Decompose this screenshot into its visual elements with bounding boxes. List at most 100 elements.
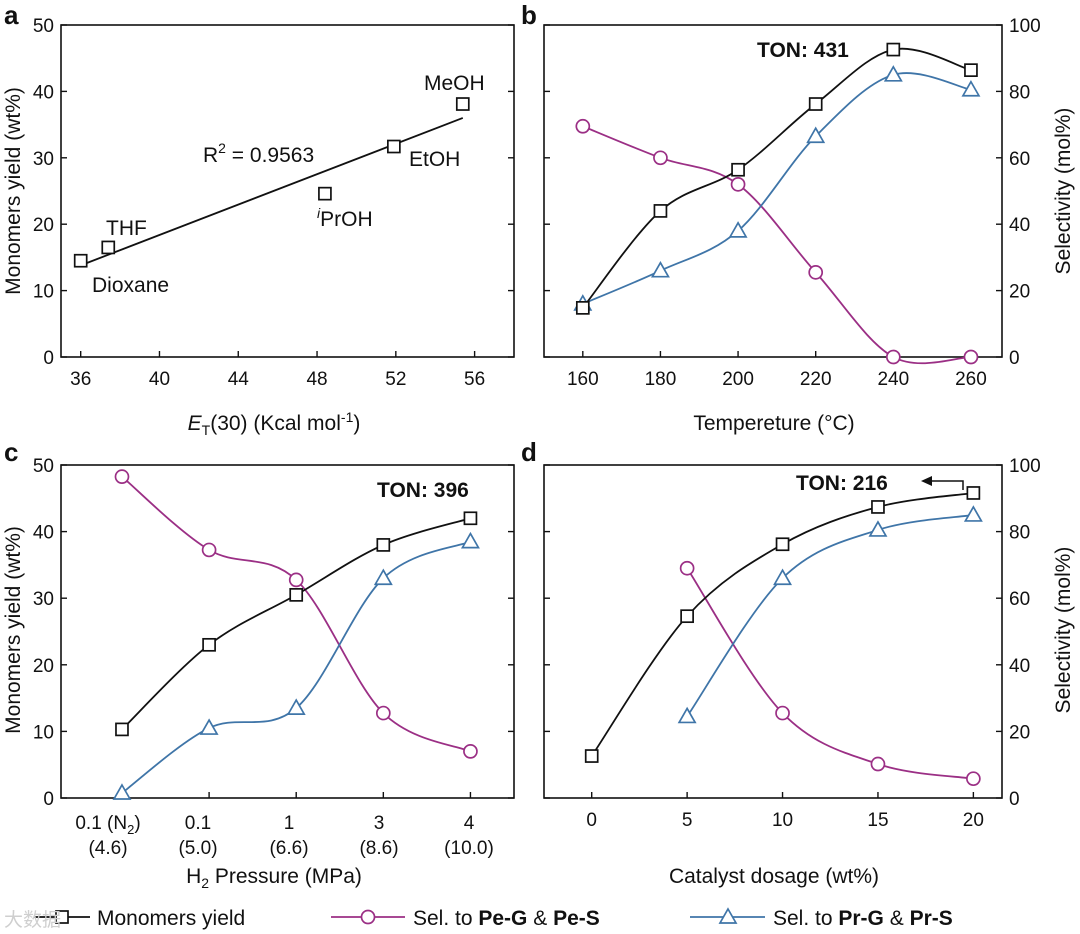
- panel-c-xlabel: H2 Pressure (MPa): [186, 865, 362, 891]
- panel-a-label-iproh: iPrOH: [317, 205, 373, 231]
- panel-b-yield-point-3: [808, 97, 823, 111]
- panel-a-point-2: [318, 186, 332, 201]
- panel-b-series-pe-line: [582, 125, 971, 365]
- panel-c-pr-point-0: [112, 783, 132, 800]
- panel-b-yield-point-1: [653, 204, 668, 218]
- panel-d-y2tick-label-0: 0: [1009, 789, 1020, 810]
- panel-c-pr-point-4: [460, 531, 480, 549]
- panel-b-y2label: Selectivity (mol%): [1052, 108, 1075, 275]
- panel-letter-d: d: [521, 437, 537, 467]
- panel-c-ytick-label-1: 10: [33, 722, 54, 743]
- panel-b-pe-point-4: [885, 349, 901, 365]
- panel-c-xtick-top-2: 1: [284, 813, 295, 834]
- panel-b-y2tick-label-2: 40: [1009, 215, 1030, 236]
- panel-c-xtick-top-4: 4: [464, 813, 475, 834]
- panel-b-pe-point-1: [653, 150, 668, 166]
- panel-c-series-yield-line: [121, 517, 471, 731]
- panel-a-xtick-label-4: 52: [385, 369, 406, 390]
- panel-b-pr-point-1: [650, 260, 670, 278]
- panel-a-label-meoh: MeOH: [424, 72, 485, 95]
- panel-d-y2tick-label-3: 60: [1009, 589, 1030, 610]
- panel-b-pr-point-3: [806, 126, 826, 144]
- panel-b-y2tick-label-5: 100: [1009, 16, 1041, 37]
- panel-d-yield-point-2: [775, 537, 790, 552]
- panel-c-yield-point-3: [376, 538, 391, 552]
- panel-d-xtick-label-3: 15: [867, 810, 888, 831]
- panel-b-xtick-label-2: 200: [722, 369, 754, 390]
- panel-b-xtick-label-4: 240: [877, 369, 909, 390]
- panel-d-series-pe-line: [686, 567, 974, 780]
- panel-c-xtick-top-1: 0.1: [185, 813, 211, 834]
- panel-b-pr-point-5: [961, 80, 981, 97]
- panel-c-xtick-bottom-2: (6.6): [269, 838, 308, 859]
- panel-c-xtick-bottom-3: (8.6): [359, 838, 398, 859]
- panel-b-xtick-label-3: 220: [800, 369, 832, 390]
- panel-b-pe-point-0: [575, 118, 591, 134]
- panel-d-pr-point-2: [868, 520, 888, 537]
- panel-d-pr-point-3: [963, 505, 983, 522]
- panel-b-y2tick-label-3: 60: [1009, 149, 1030, 170]
- panel-c-ton-label: TON: 396: [377, 479, 469, 502]
- panel-b-y2tick-label-1: 20: [1009, 282, 1030, 303]
- panel-a-ytick-label-4: 40: [33, 82, 54, 103]
- panel-a-frame: [60, 24, 515, 358]
- panel-a-xtick-label-0: 36: [70, 369, 91, 390]
- watermark: 大数据: [4, 909, 61, 931]
- panel-d-yield-point-0: [584, 749, 599, 763]
- panel-b-pe-point-2: [730, 177, 746, 192]
- panel-b-xtick-label-5: 260: [955, 369, 987, 390]
- panel-d-y2tick-label-1: 20: [1009, 722, 1030, 743]
- panel-a-ylabel: Monomers yield (wt%): [2, 87, 25, 295]
- panel-d-y2tick-label-5: 100: [1009, 456, 1041, 477]
- panel-d-pe-point-3: [966, 771, 981, 787]
- panel-a-r2-label: R2 = 0.9563: [203, 140, 314, 167]
- panel-b-series-yield-line: [582, 47, 972, 309]
- panel-b-pe-point-3: [808, 264, 824, 280]
- panel-b-yield-point-0: [575, 301, 590, 315]
- panel-b-frame: [543, 24, 1003, 358]
- panel-a-label-etoh: EtOH: [409, 148, 460, 171]
- panel-a-point-3: [387, 139, 401, 154]
- panel-c-ytick-label-2: 20: [33, 656, 54, 677]
- panel-a-xtick-label-5: 56: [464, 369, 485, 390]
- panel-d-frame: [543, 464, 1003, 799]
- panel-c-xtick-bottom-0: (4.6): [88, 838, 127, 859]
- panel-d-pr-point-0: [677, 706, 697, 724]
- panel-d-pe-point-0: [679, 560, 695, 576]
- panel-c-pe-point-1: [201, 542, 217, 558]
- panel-d-ton-arrow-line: [930, 480, 964, 490]
- panel-c-xtick-bottom-1: (5.0): [178, 838, 217, 859]
- panel-b-xlabel: Tempereture (°C): [693, 412, 854, 435]
- panel-b-pr-point-4: [883, 65, 903, 82]
- panel-d-y2tick-label-4: 80: [1009, 523, 1030, 544]
- panel-c-xtick-top-0: 0.1 (N2): [75, 813, 140, 837]
- panel-a-ytick-label-2: 20: [33, 215, 54, 236]
- legend-yield-marker: [55, 910, 69, 924]
- panel-d-pe-point-2: [870, 756, 886, 772]
- panel-a-point-0: [73, 253, 88, 268]
- panel-a-ytick-label-3: 30: [33, 149, 54, 170]
- panel-c-pe-point-4: [463, 744, 478, 759]
- panel-b-yield-point-2: [731, 162, 745, 177]
- legend-pr-marker: [718, 907, 738, 924]
- panel-c-pr-point-2: [286, 698, 306, 715]
- panel-a-xtick-label-2: 44: [228, 369, 250, 390]
- panel-d-xtick-label-0: 0: [586, 810, 597, 831]
- panel-b-series-pr-line: [582, 72, 972, 305]
- panel-a-ytick-label-5: 50: [33, 16, 54, 37]
- panel-c-pr-point-3: [373, 568, 393, 586]
- panel-d-xtick-label-2: 10: [772, 810, 793, 831]
- panel-a-fit-line: [80, 117, 464, 267]
- panel-c-yield-point-1: [202, 637, 216, 652]
- panel-b-y2tick-label-4: 80: [1009, 82, 1030, 103]
- panel-d-y2tick-label-2: 40: [1009, 656, 1030, 677]
- legend-pe-marker: [360, 909, 376, 925]
- panel-d-pr-point-1: [773, 568, 793, 586]
- panel-c-yield-point-4: [463, 511, 478, 526]
- panel-c-pe-point-2: [288, 572, 304, 588]
- panel-letter-a: a: [4, 0, 19, 30]
- panel-a-xtick-label-3: 48: [306, 369, 327, 390]
- panel-d-y2label: Selectivity (mol%): [1052, 547, 1075, 714]
- panel-d-yield-point-4: [966, 486, 981, 500]
